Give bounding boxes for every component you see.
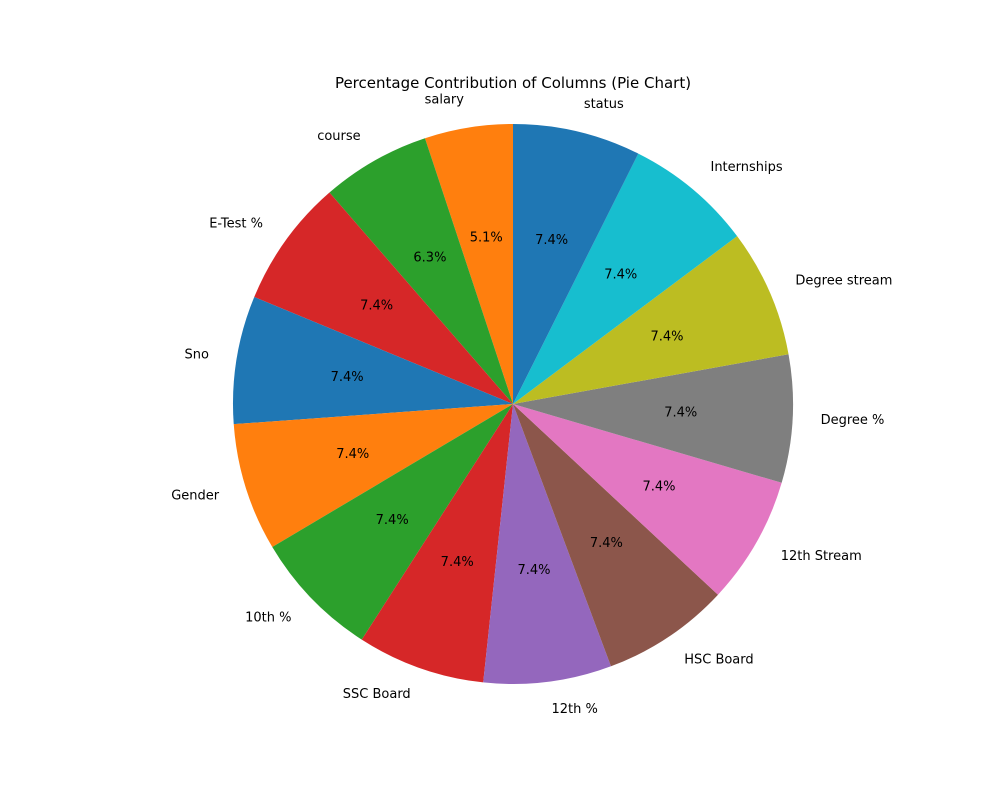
slice-percent-hsc-board: 7.4% [590,536,623,551]
slice-percent-e-test: 7.4% [360,298,393,313]
slice-label-ssc-board: SSC Board [343,687,411,702]
pie-slice-course [329,138,513,404]
slice-percent-10th: 7.4% [376,513,409,528]
slice-percent-12th-stream: 7.4% [643,480,676,495]
slice-label-salary: salary [425,92,465,107]
slice-label-e-test: E-Test % [209,217,263,232]
slice-percent-12th: 7.4% [517,563,550,578]
pie-slice-ssc-board [361,404,513,683]
pie-slice-salary [424,124,513,404]
slices-group [232,124,793,684]
slice-percent-gender: 7.4% [336,447,369,462]
pie-slice-10th [272,404,513,640]
slice-percent-internships: 7.4% [604,268,637,283]
slice-label-degree-stream: Degree stream [795,274,892,289]
pie-slice-hsc-board [513,404,718,667]
slice-label-status: status [584,97,624,112]
pie-slice-degree [513,354,793,483]
slice-percent-salary: 5.1% [470,231,503,246]
slice-percent-degree-stream: 7.4% [651,329,684,344]
slice-label-gender: Gender [171,489,220,504]
slice-label-12th: 12th % [552,702,598,717]
pie-slice-e-test [254,192,513,404]
slice-label-internships: Internships [710,160,782,175]
slice-label-10th: 10th % [245,611,291,626]
slice-percent-sno: 7.4% [331,370,364,385]
pie-slice-internships [513,153,738,404]
labels-group: salary 5.1% course 6.3% E-Test % 7.4% Sno 7.4% G… [171,92,892,717]
slice-label-sno: Sno [184,347,208,362]
slice-label-course: course [317,129,360,144]
slice-label-12th-stream: 12th Stream [781,549,862,564]
slice-label-degree: Degree % [821,413,885,428]
slice-percent-status: 7.4% [535,233,568,248]
slice-percent-course: 6.3% [413,250,446,265]
pie-slice-gender [233,404,513,548]
pie-slice-status [513,124,639,404]
pie-slice-degree-stream [513,236,789,404]
slice-label-hsc-board: HSC Board [684,653,753,668]
chart-title: Percentage Contribution of Columns (Pie … [335,74,691,92]
pie-slice-sno [232,297,513,425]
pie-slice-12th-stream [513,404,782,595]
slice-percent-ssc-board: 7.4% [441,555,474,570]
slice-percent-degree: 7.4% [664,405,697,420]
pie-slice-12th [483,404,611,684]
